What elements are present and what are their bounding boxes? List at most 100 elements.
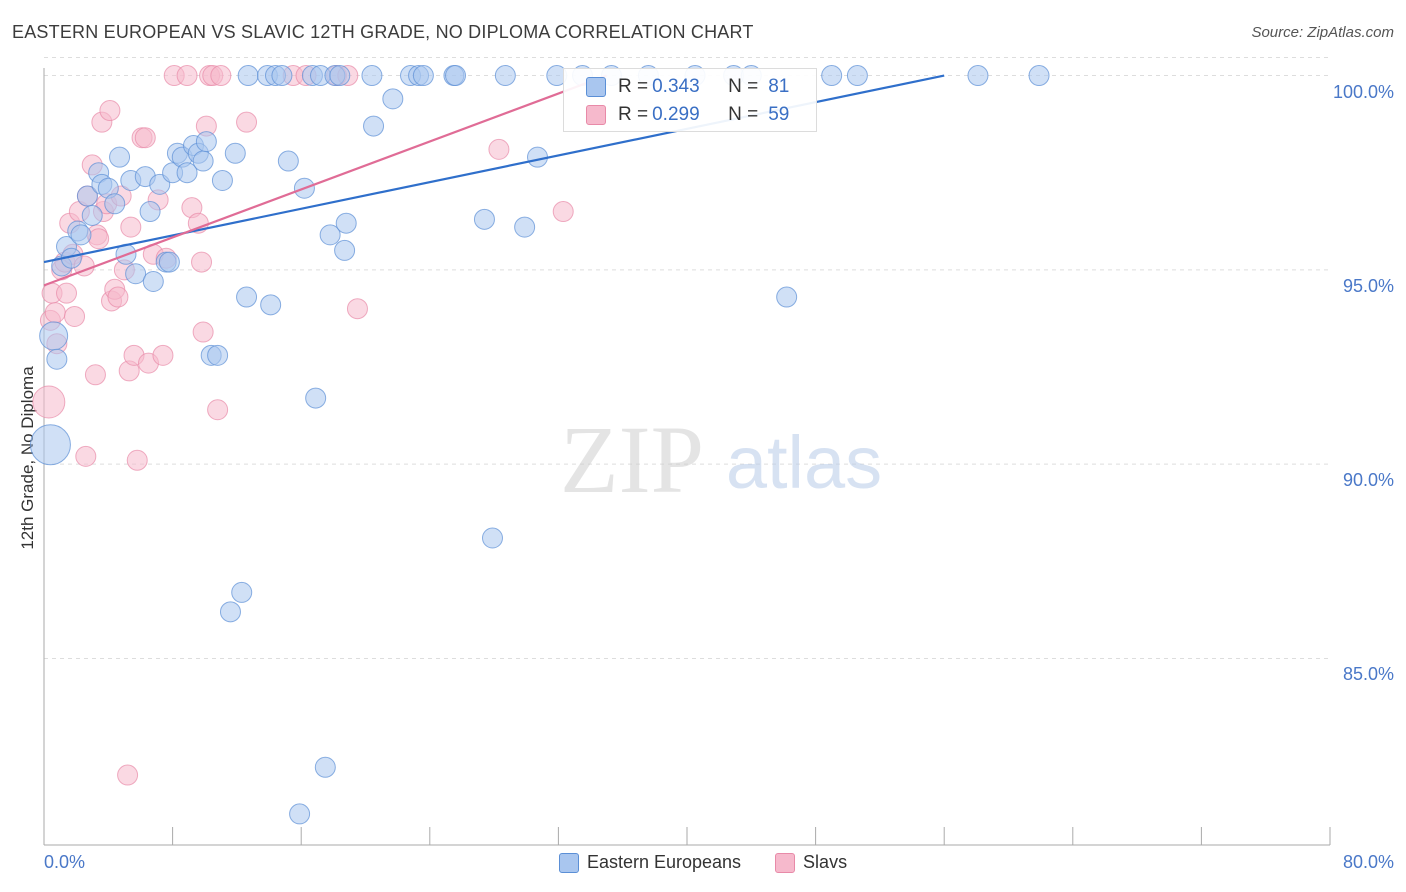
eastern-point [412, 65, 434, 87]
legend-item-slavs[interactable]: Slavs [775, 852, 847, 873]
eastern-point [109, 146, 131, 168]
eastern-point [334, 239, 356, 261]
stats-n-label-eastern: N = [728, 76, 759, 97]
stats-n-eastern: 81 [768, 76, 790, 97]
slav-point [64, 305, 86, 327]
eastern-point [319, 224, 341, 246]
eastern-point [277, 150, 299, 172]
eastern-point [237, 65, 259, 87]
stats-r-slavs: 0.299 [652, 104, 700, 125]
eastern-point [195, 131, 217, 153]
slav-point [44, 302, 66, 324]
eastern-point [39, 321, 69, 351]
slav-point [75, 445, 97, 467]
eastern-point [236, 286, 258, 308]
slav-point [117, 764, 139, 786]
eastern-point [821, 65, 843, 87]
watermark-zip: ZIP [560, 406, 704, 513]
eastern-point [211, 169, 233, 191]
slav-point [56, 282, 78, 304]
x-tick-max: 80.0% [1342, 852, 1394, 872]
watermark: ZIP atlas [560, 406, 882, 513]
eastern-point [139, 201, 161, 223]
eastern-point [81, 204, 103, 226]
eastern-point [481, 527, 503, 549]
eastern-point [70, 224, 92, 246]
stats-r-eastern: 0.343 [652, 76, 700, 97]
eastern-point [494, 65, 516, 87]
eastern-point [219, 601, 241, 623]
eastern-point [29, 424, 71, 466]
slav-point [99, 100, 121, 122]
eastern-point [231, 581, 253, 603]
stats-n-label-slavs: N = [728, 104, 759, 125]
stats-swatch-eastern [586, 77, 606, 97]
y-tick-label: 100.0% [1332, 81, 1394, 102]
eastern-point [46, 348, 68, 370]
eastern-point [104, 193, 126, 215]
eastern-point [967, 65, 989, 87]
slav-point [346, 298, 368, 320]
slav-point [192, 321, 214, 343]
stats-r-label-eastern: R = [618, 76, 649, 97]
eastern-point [176, 162, 198, 184]
x-tick-min: 0.0% [44, 852, 86, 872]
legend-item-eastern[interactable]: Eastern Europeans [558, 852, 742, 873]
slav-point [120, 216, 142, 238]
slav-point [552, 201, 574, 223]
stats-swatch-slavs [586, 105, 606, 125]
slav-point [84, 364, 106, 386]
eastern-point [382, 88, 404, 110]
eastern-point [207, 344, 229, 366]
stats-n-slavs: 59 [768, 104, 790, 125]
eastern-point [776, 286, 798, 308]
source-label: Source: ZipAtlas.com [1251, 24, 1394, 41]
slav-point [207, 399, 229, 421]
eastern-point [314, 756, 336, 778]
legend-label-eastern: Eastern Europeans [586, 852, 742, 872]
stats-row-slavs: R = 0.299 N = 59 [586, 104, 789, 126]
slav-point [134, 127, 156, 149]
eastern-point [335, 212, 357, 234]
slav-point [107, 286, 129, 308]
eastern-point [158, 251, 180, 273]
eastern-point [445, 65, 467, 87]
chart-title: EASTERN EUROPEAN VS SLAVIC 12TH GRADE, N… [12, 22, 754, 42]
eastern-point [305, 387, 327, 409]
slav-point [126, 449, 148, 471]
eastern-point [329, 65, 351, 87]
slav-trend-line [43, 74, 608, 287]
eastern-point [289, 803, 311, 825]
stats-row-eastern: R = 0.343 N = 81 [586, 76, 789, 98]
eastern-point [224, 142, 246, 164]
slav-point [210, 65, 232, 87]
point-layer [29, 65, 1050, 825]
y-tick-label: 95.0% [1342, 275, 1394, 296]
eastern-point [192, 150, 214, 172]
eastern-point [846, 65, 868, 87]
slav-point [236, 111, 258, 133]
eastern-point [260, 294, 282, 316]
legend-label-slavs: Slavs [803, 852, 848, 872]
y-tick-label: 85.0% [1342, 664, 1394, 685]
eastern-point [514, 216, 536, 238]
slav-point [32, 385, 66, 419]
eastern-point [473, 208, 495, 230]
eastern-point [142, 271, 164, 293]
legend-swatch-eastern [558, 852, 579, 873]
stats-box: R = 0.343 N = 81 R = 0.299 N = 59 [563, 68, 817, 132]
eastern-point [76, 185, 98, 207]
y-tick-label: 90.0% [1342, 470, 1394, 491]
watermark-atlas: atlas [726, 421, 882, 504]
eastern-point [363, 115, 385, 137]
slav-point [88, 228, 110, 250]
legend: Eastern Europeans Slavs [0, 852, 1406, 873]
eastern-point [125, 263, 147, 285]
slav-point [152, 344, 174, 366]
eastern-point [271, 65, 293, 87]
slav-point [176, 65, 198, 87]
legend-swatch-slavs [775, 852, 796, 873]
eastern-point [361, 65, 383, 87]
slav-point [191, 251, 213, 273]
